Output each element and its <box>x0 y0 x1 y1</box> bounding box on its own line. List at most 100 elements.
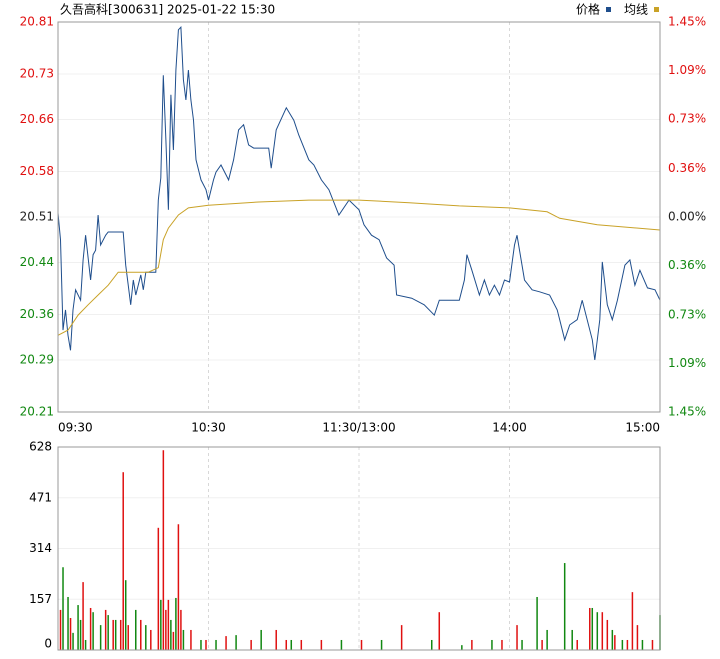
y-tick-label: 471 <box>29 490 52 504</box>
volume-bar <box>92 612 94 650</box>
volume-bar <box>225 636 227 650</box>
volume-bar <box>62 567 64 650</box>
y-tick-label: 20.58 <box>20 164 54 178</box>
volume-bar <box>107 615 109 650</box>
volume-bar <box>651 639 654 650</box>
legend-swatch <box>606 7 611 12</box>
volume-bar <box>275 629 277 650</box>
y-tick-label: 628 <box>29 440 52 454</box>
volume-bar <box>290 639 293 650</box>
y-tick-label: 20.36 <box>20 307 54 321</box>
volume-bar <box>596 612 599 650</box>
volume-bar <box>172 631 175 650</box>
volume-bar <box>114 619 117 650</box>
volume-bar <box>546 629 548 650</box>
volume-bar <box>84 639 87 650</box>
volume-bar <box>430 639 433 650</box>
y-tick-label: 20.73 <box>20 67 54 81</box>
volume-bar <box>175 597 177 650</box>
y-tick-label: 20.21 <box>20 405 54 419</box>
volume-bar <box>300 639 303 650</box>
volume-bar <box>145 625 147 650</box>
volume-bar <box>591 607 594 650</box>
volume-bar <box>165 609 167 650</box>
volume-bar <box>491 639 493 650</box>
x-tick-label: 10:30 <box>191 421 226 435</box>
y-tick-label: 20.81 <box>20 15 54 29</box>
volume-bar <box>320 639 323 650</box>
volume-bar <box>69 617 72 650</box>
x-tick-label: 14:00 <box>492 421 527 435</box>
y-tick-label: 157 <box>29 592 52 606</box>
legend-label: 价格 <box>576 2 600 17</box>
volume-bar <box>170 619 172 650</box>
volume-bar <box>571 629 573 650</box>
volume-bar <box>82 582 84 650</box>
volume-bar <box>601 612 604 650</box>
volume-bar <box>400 625 403 650</box>
volume-bar <box>190 629 192 650</box>
y2-tick-label: 0.36% <box>668 258 706 272</box>
volume-bar <box>72 632 74 650</box>
chart-title: 久吾高科[300631] 2025-01-22 15:30 <box>60 2 275 17</box>
volume-bar <box>127 625 129 650</box>
volume-bar <box>235 635 237 650</box>
volume-bar <box>621 639 624 650</box>
y-tick-label: 0 <box>44 637 52 651</box>
volume-bar <box>119 619 122 650</box>
volume-bar <box>438 612 441 650</box>
volume-bar <box>124 580 127 650</box>
volume-bar <box>614 635 616 650</box>
y2-tick-label: 1.09% <box>668 63 706 77</box>
volume-bar <box>626 639 629 650</box>
volume-bar <box>285 639 288 650</box>
volume-bar <box>250 639 252 650</box>
volume-bar <box>122 472 124 650</box>
volume-bar <box>89 607 92 650</box>
volume-bar <box>360 639 363 650</box>
volume-bar <box>606 619 609 650</box>
volume-bar <box>135 609 137 650</box>
y-tick-label: 20.66 <box>20 112 54 126</box>
price-line <box>57 199 661 336</box>
plot-frame <box>57 446 661 651</box>
y2-tick-label: 0.73% <box>668 308 706 322</box>
volume-bar <box>611 629 614 650</box>
y2-tick-label: 1.09% <box>668 356 706 370</box>
y2-tick-label: 1.45% <box>668 405 706 419</box>
legend-swatch <box>654 7 659 12</box>
volume-bar <box>516 625 518 650</box>
legend-label: 均线 <box>624 3 648 17</box>
volume-bar <box>162 450 165 650</box>
x-tick-label: 15:00 <box>625 421 660 435</box>
volume-bar <box>631 592 634 650</box>
volume-bar <box>67 596 69 650</box>
volume-bar <box>200 639 202 650</box>
volume-bar <box>589 607 591 650</box>
volume-bar <box>79 619 82 650</box>
x-tick-label: 11:30/13:00 <box>322 421 395 435</box>
volume-bar <box>177 524 180 650</box>
volume-bar <box>521 639 523 650</box>
volume-bar <box>140 619 142 650</box>
volume-bar <box>541 639 543 650</box>
volume-bar <box>380 639 383 650</box>
y2-tick-label: 0.73% <box>668 111 706 125</box>
volume-bar <box>104 609 107 650</box>
y-tick-label: 314 <box>29 541 52 555</box>
volume-bar <box>77 605 79 650</box>
volume-bar <box>99 625 102 650</box>
y-tick-label: 20.29 <box>20 353 54 367</box>
volume-bar <box>157 527 160 650</box>
volume-bar <box>160 599 162 650</box>
y-tick-label: 20.51 <box>20 210 54 224</box>
volume-bar <box>536 596 538 650</box>
volume-bar <box>59 609 62 650</box>
volume-bar <box>576 639 578 650</box>
y2-tick-label: 0.00% <box>668 210 706 224</box>
volume-bar <box>205 639 207 650</box>
volume-bar <box>563 563 566 650</box>
volume-bar <box>471 639 473 650</box>
